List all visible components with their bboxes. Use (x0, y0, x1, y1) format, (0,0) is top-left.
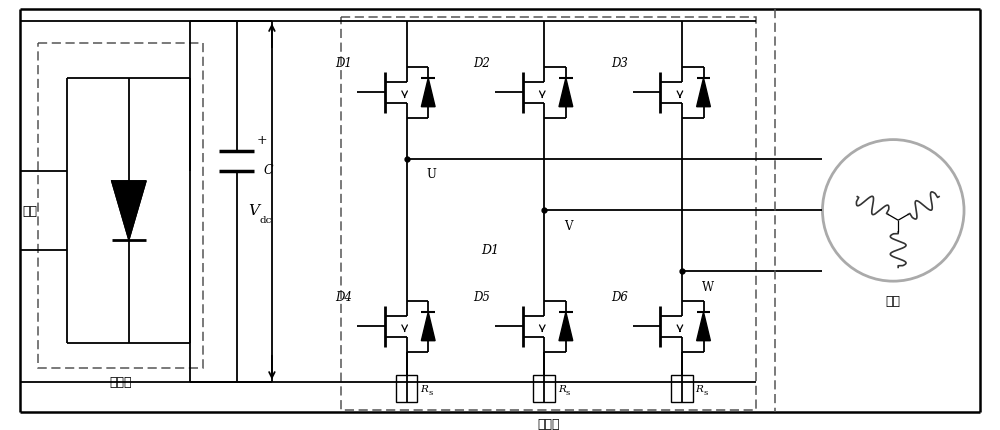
Polygon shape (112, 181, 146, 240)
Text: +: + (257, 134, 267, 147)
Polygon shape (421, 312, 435, 341)
Bar (533, 375, 555, 402)
Text: D3: D3 (611, 57, 628, 70)
Text: D1: D1 (481, 244, 499, 257)
Text: D6: D6 (611, 291, 628, 304)
Text: R: R (420, 384, 428, 393)
Polygon shape (697, 312, 710, 341)
Text: W: W (702, 280, 714, 293)
Polygon shape (697, 79, 710, 108)
Text: D5: D5 (473, 291, 490, 304)
Text: D1: D1 (336, 57, 353, 70)
Text: 整流器: 整流器 (109, 375, 132, 388)
Text: R: R (696, 384, 704, 393)
Bar (341, 18, 756, 410)
Text: s: s (428, 388, 432, 396)
Polygon shape (559, 312, 573, 341)
Polygon shape (559, 79, 573, 108)
Text: R: R (558, 384, 566, 393)
Bar (396, 375, 417, 402)
Text: s: s (704, 388, 708, 396)
Text: 市电: 市电 (23, 204, 38, 218)
Text: s: s (566, 388, 570, 396)
Text: D2: D2 (473, 57, 490, 70)
Text: dc: dc (260, 215, 272, 224)
Text: V: V (564, 219, 572, 232)
Bar (671, 375, 693, 402)
Text: D4: D4 (336, 291, 353, 304)
Text: 电机: 电机 (886, 295, 901, 307)
Text: U: U (426, 168, 436, 181)
Polygon shape (421, 79, 435, 108)
Text: C: C (263, 163, 273, 176)
Text: V: V (249, 204, 260, 218)
Text: 逆变器: 逆变器 (537, 417, 559, 430)
Bar (38, 44, 203, 368)
